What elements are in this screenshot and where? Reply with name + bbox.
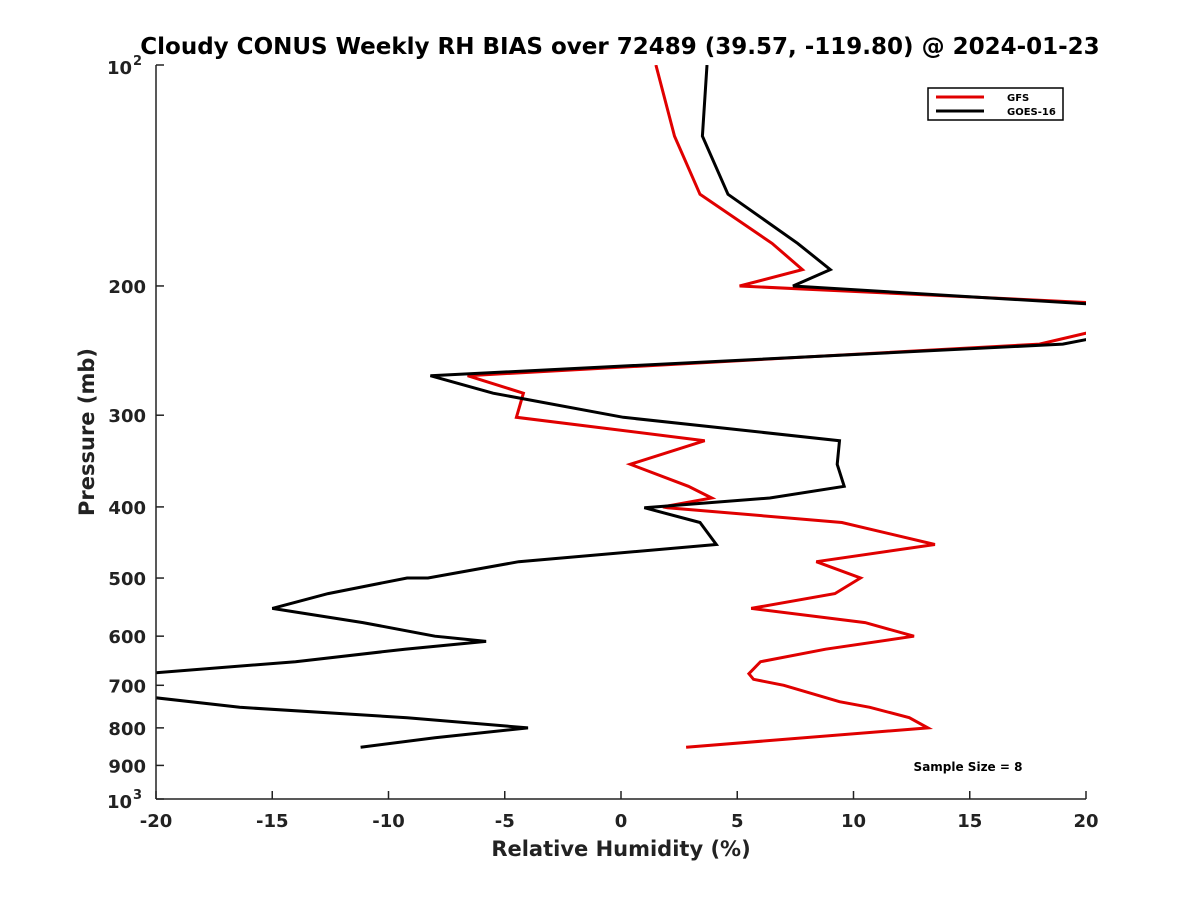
y-tick-label: 300 — [108, 406, 146, 427]
y-tick-label: 600 — [108, 627, 146, 648]
y-tick-label: 500 — [108, 569, 146, 590]
legend-label: GOES-16 — [1007, 107, 1056, 118]
x-tick-label: -5 — [495, 811, 515, 832]
y-tick-exponent: 2 — [133, 54, 142, 69]
y-tick-exponent: 3 — [133, 788, 142, 803]
chart-title: Cloudy CONUS Weekly RH BIAS over 72489 (… — [140, 34, 1099, 60]
y-tick-label: 800 — [108, 719, 146, 740]
legend: GFS GOES-16 — [927, 87, 1064, 121]
y-tick-label: 700 — [108, 676, 146, 697]
x-tick-label: 15 — [957, 811, 982, 832]
sample-size-note: Sample Size = 8 — [914, 760, 1023, 774]
legend-box — [927, 87, 1064, 121]
x-tick-label: 20 — [1073, 811, 1098, 832]
x-tick-label: -15 — [256, 811, 289, 832]
series-line-goes-16 — [156, 65, 1086, 749]
legend-label: GFS — [1007, 93, 1029, 104]
x-tick-label: 10 — [841, 811, 866, 832]
x-axis-label: Relative Humidity (%) — [491, 837, 750, 861]
series-lines — [156, 65, 1086, 749]
x-tick-label: 5 — [731, 811, 744, 832]
y-tick-label: 10 — [107, 792, 132, 813]
y-tick-label: 400 — [108, 498, 146, 519]
y-tick-label: 900 — [108, 756, 146, 777]
x-tick-label: -20 — [140, 811, 173, 832]
y-tick-label: 10 — [107, 58, 132, 79]
x-tick-label: 0 — [615, 811, 628, 832]
x-tick-label: -10 — [372, 811, 405, 832]
y-tick-label: 200 — [108, 277, 146, 298]
y-axis-label: Pressure (mb) — [75, 348, 99, 516]
